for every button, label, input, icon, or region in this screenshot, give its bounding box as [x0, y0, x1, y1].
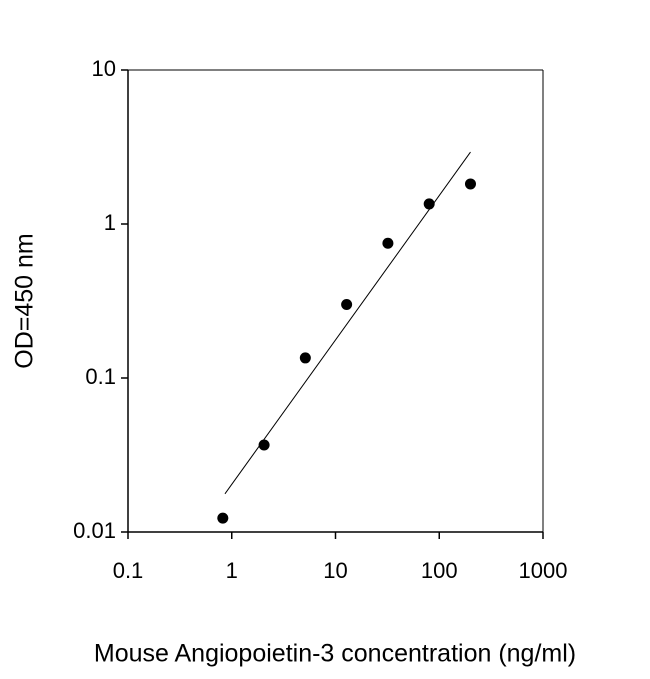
data-point: [217, 512, 229, 524]
y-tick-label: 10: [92, 56, 116, 81]
x-tick-label: 100: [421, 558, 458, 583]
x-tick-label: 0.1: [113, 558, 144, 583]
y-tick-label: 0.01: [73, 518, 116, 543]
data-point: [258, 439, 270, 451]
data-point: [341, 299, 353, 311]
y-tick-label: 1: [104, 210, 116, 235]
data-point: [382, 237, 394, 249]
y-axis-label: OD=450 nm: [11, 233, 39, 369]
data-point: [299, 352, 311, 364]
x-tick-label: 1: [226, 558, 238, 583]
data-point: [423, 198, 435, 210]
x-tick-label: 1000: [519, 558, 568, 583]
x-tick-label: 10: [323, 558, 347, 583]
data-point: [464, 178, 476, 190]
x-axis-label: Mouse Angiopoietin-3 concentration (ng/m…: [94, 640, 576, 668]
y-tick-label: 0.1: [85, 364, 116, 389]
